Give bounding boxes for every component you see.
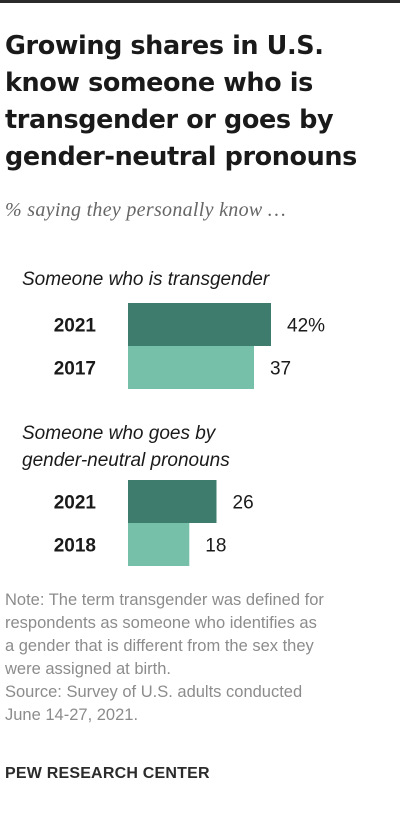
bar-1-2018 xyxy=(128,523,190,566)
group-label: Someone who goes by xyxy=(22,423,217,444)
group-label: gender-neutral pronouns xyxy=(22,450,230,471)
note-block: Note: The term transgender was defined f… xyxy=(5,589,397,727)
bar-year-label: 2021 xyxy=(54,493,97,514)
top-rule xyxy=(0,0,400,3)
note-line: were assigned at birth. xyxy=(5,660,172,678)
note-line: a gender that is different from the sex … xyxy=(5,637,314,655)
chart-subtitle: % saying they personally know … xyxy=(5,199,286,221)
chart-title: Growing shares in U.S. know someone who … xyxy=(5,31,357,172)
bar-value-label: 42% xyxy=(287,316,325,337)
bar-value-label: 26 xyxy=(233,493,254,514)
bar-1-2021 xyxy=(128,480,217,523)
bar-year-label: 2018 xyxy=(54,536,96,557)
source-line: June 14-27, 2021. xyxy=(5,706,139,724)
group-label: Someone who is transgender xyxy=(22,269,270,290)
footer-credit: PEW RESEARCH CENTER xyxy=(5,765,210,782)
bar-year-label: 2017 xyxy=(54,359,96,380)
bar-0-2017 xyxy=(128,346,254,389)
bar-0-2021 xyxy=(128,303,271,346)
bar-value-label: 18 xyxy=(205,536,226,557)
bar-chart: Someone who is transgender 2021 42% 2017 37 S… xyxy=(22,269,325,566)
bar-year-label: 2021 xyxy=(54,316,97,337)
bar-value-label: 37 xyxy=(270,359,291,380)
note-line: respondents as someone who identifies as xyxy=(5,614,317,632)
note-line: Note: The term transgender was defined f… xyxy=(5,591,324,609)
source-line: Source: Survey of U.S. adults conducted xyxy=(5,683,303,701)
